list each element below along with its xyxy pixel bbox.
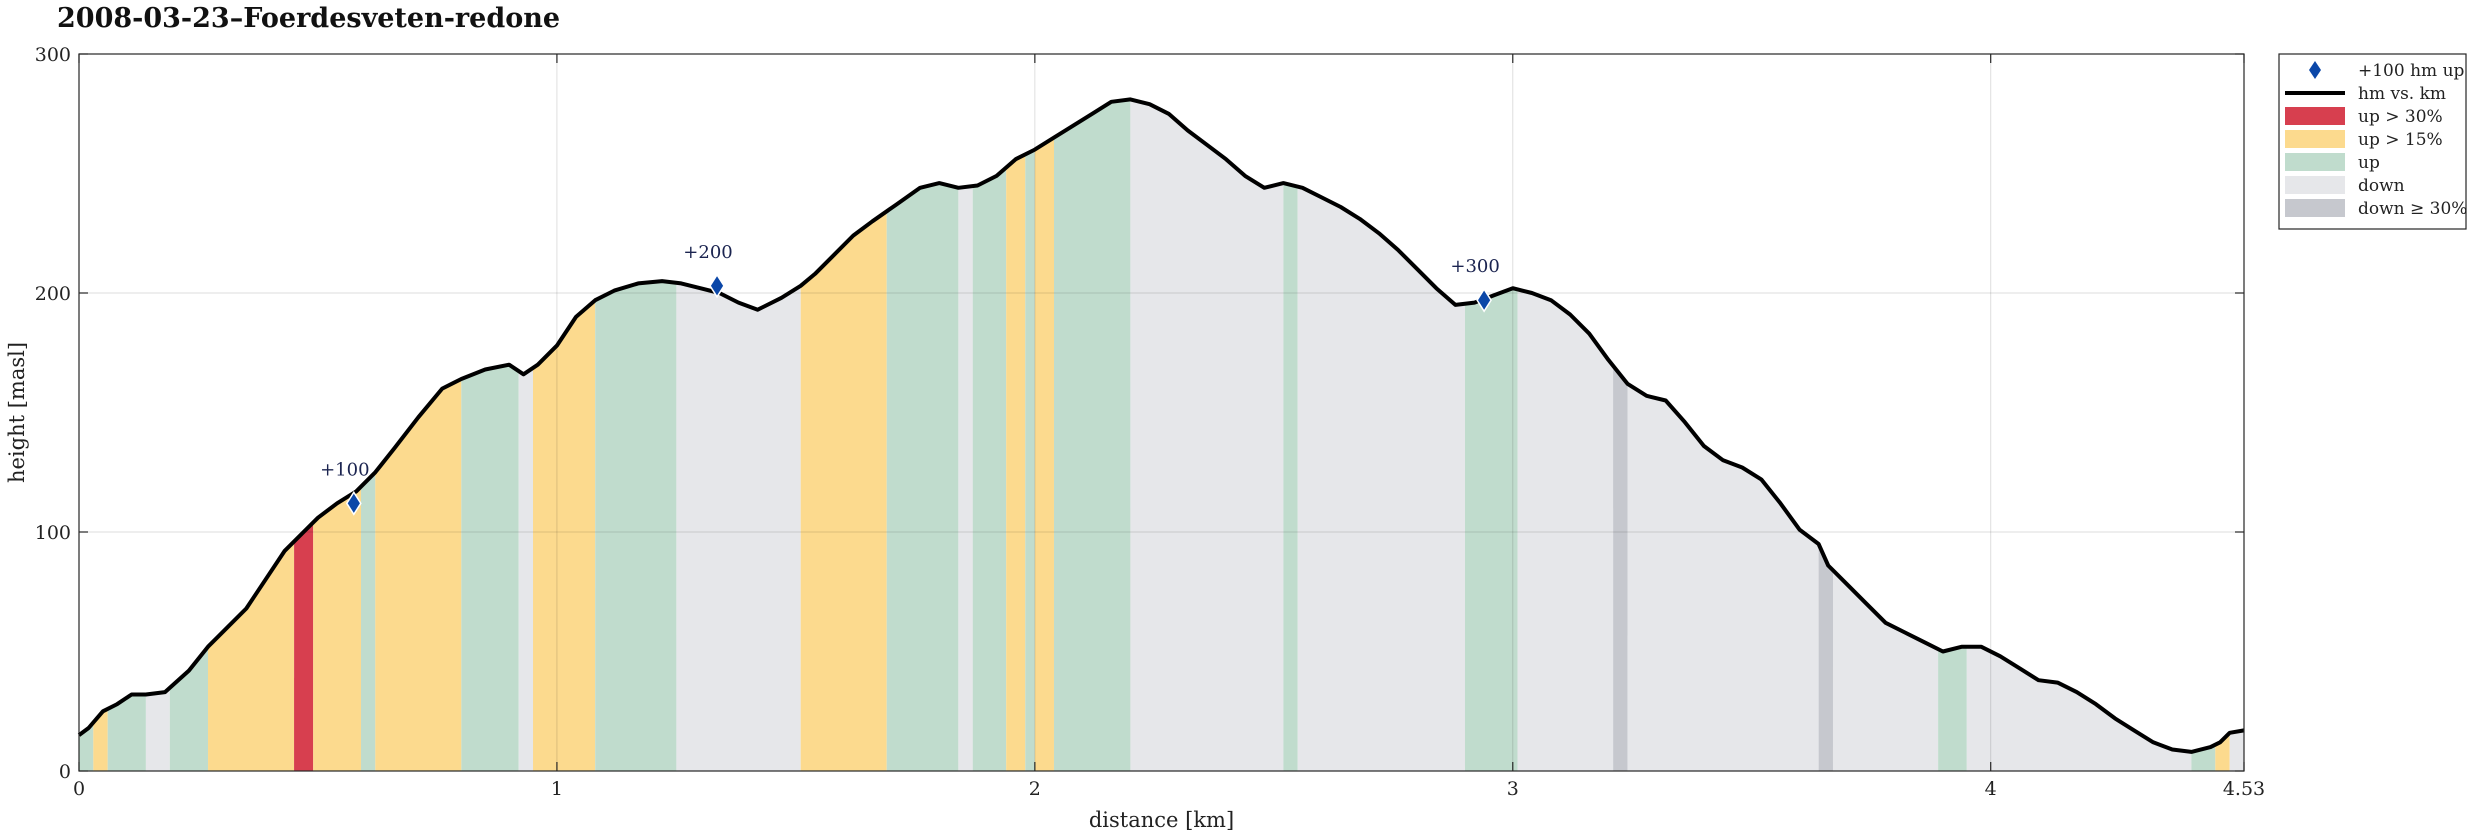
segment-7 [313,486,361,771]
profile-line-group [77,97,2245,754]
y-tick-label: 0 [59,761,71,783]
segment-12 [533,300,596,771]
segment-23 [1130,99,1284,771]
segment-28 [1613,365,1628,771]
x-tick-label: 0 [73,778,85,800]
hm-marker-0 [345,490,362,516]
segment-24 [1283,183,1298,772]
segment-3 [145,687,170,771]
segment-11 [518,367,534,771]
legend-patch-swatch [2285,199,2345,217]
segment-5 [208,541,295,771]
legend-label: down [2358,176,2405,196]
x-tick-label: 1 [551,778,563,800]
profile-line [77,97,2245,754]
segment-9 [375,379,462,771]
segment-26 [1464,288,1518,771]
segment-16 [886,183,959,772]
legend-patch-swatch [2285,107,2345,125]
x-axis-label: distance [km] [1089,808,1234,832]
segment-8 [360,472,376,771]
segment-21 [1034,137,1054,772]
segment-19 [1006,154,1026,771]
segment-35 [2215,732,2230,771]
segment-6 [294,522,314,771]
legend-label: up > 30% [2358,107,2443,127]
y-tick-label: 200 [35,283,71,305]
x-tick-label: 4 [1985,778,1997,800]
segment-17 [958,186,973,771]
axes: 0 1 2 3 4 4.53 0 100 200 300 [35,44,2265,800]
legend-label: hm vs. km [2358,84,2446,104]
legend-entry: hm vs. km [2285,84,2446,104]
segment-14 [676,282,801,771]
hm-marker-1 [709,273,725,299]
hm-markers: +100 +200 +300 [320,242,1500,516]
legend-marker-swatch [2309,61,2321,79]
legend-entry: down ≥ 30% [2285,199,2467,219]
hm-marker-label: +100 [320,459,369,480]
slope-segments [79,99,2244,772]
legend-label: +100 hm up [2358,61,2465,81]
legend-label: up [2358,153,2380,173]
segment-22 [1053,99,1131,771]
legend: +100 hm up hm vs. km up > 30% up > 15% up dow… [2278,53,2467,230]
segment-36 [2229,730,2244,771]
hm-marker-label: +200 [683,242,732,263]
x-tick-label: 2 [1029,778,1041,800]
segment-32 [1938,646,1967,771]
segment-2 [107,694,146,771]
legend-entry: +100 hm up [2309,61,2465,81]
y-tick-label: 300 [35,44,71,66]
segment-33 [1966,646,2192,771]
legend-patch-swatch [2285,176,2345,194]
x-tick-label: 4.53 [2223,778,2265,800]
segment-15 [800,211,887,772]
legend-entry: up > 15% [2285,130,2443,150]
segment-31 [1832,570,1939,771]
segment-25 [1297,186,1465,772]
segment-4 [169,646,209,771]
legend-patch-swatch [2285,130,2345,148]
segment-13 [595,281,677,771]
legend-entry: up [2285,153,2380,173]
y-axis-label: height [masl] [5,342,29,483]
segment-27 [1517,289,1614,771]
grid [79,54,2244,771]
segment-29 [1627,383,1819,771]
legend-label: down ≥ 30% [2358,199,2467,219]
hm-marker-label: +300 [1450,256,1499,277]
segment-10 [461,364,519,771]
segment-18 [972,167,1007,771]
legend-patch-swatch [2285,153,2345,171]
y-tick-label: 100 [35,522,71,544]
segment-30 [1818,544,1833,771]
legend-entry: up > 30% [2285,107,2443,127]
segment-20 [1025,149,1035,772]
legend-entry: down [2285,176,2405,196]
x-tick-label: 3 [1507,778,1519,800]
hm-marker-2 [1476,287,1492,313]
segment-1 [93,708,108,771]
axes-box [78,53,2245,772]
legend-label: up > 15% [2358,130,2443,150]
chart-title: 2008-03-23–Foerdesveten-redone [57,3,560,34]
